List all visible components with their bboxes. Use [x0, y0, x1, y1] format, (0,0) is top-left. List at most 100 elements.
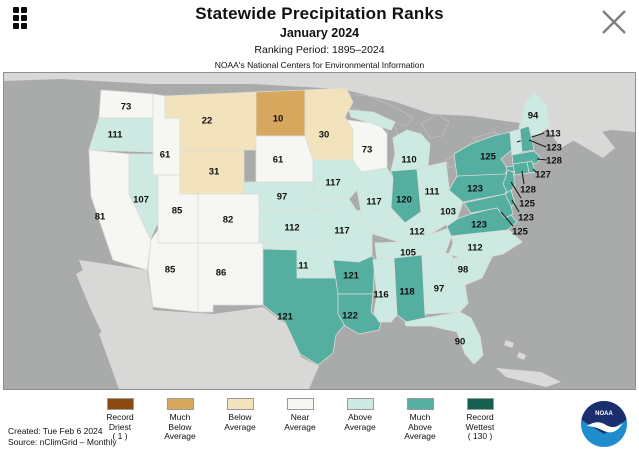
callout-rank-label-MD: 125: [512, 227, 529, 238]
legend-label-record_wettest: Record Wettest ( 130 ): [465, 412, 495, 442]
legend-item-much_below: Much Below Average: [150, 398, 210, 442]
legend-swatch-much_above: [406, 398, 434, 410]
state-MI-part: [348, 109, 396, 131]
legend-item-above: Above Average: [330, 398, 390, 442]
rank-label-MO: 117: [334, 226, 349, 237]
noaa-logo-text: NOAA: [595, 411, 613, 417]
state-KY: [372, 207, 449, 243]
rank-label-CO: 82: [223, 215, 234, 226]
rank-label-AR: 121: [343, 271, 360, 282]
state-CT: [512, 161, 530, 176]
land-backdrop: [4, 73, 635, 148]
rank-label-TX: 121: [277, 312, 294, 323]
rank-label-UT: 85: [172, 206, 183, 217]
land-backdrop: [517, 352, 526, 360]
rank-label-SC: 98: [458, 265, 469, 276]
legend-item-record_wettest: Record Wettest ( 130 ): [450, 398, 510, 442]
rank-label-SD: 61: [273, 155, 284, 166]
close-icon: [602, 10, 626, 34]
land-backdrop: [79, 260, 319, 389]
rank-label-IL: 117: [366, 197, 381, 208]
rank-label-ME: 94: [528, 111, 539, 122]
rank-label-PA: 123: [467, 184, 483, 195]
state-SD: [255, 135, 314, 183]
grid-menu-button[interactable]: [13, 7, 29, 29]
ranking-period: Ranking Period: 1895–2024: [254, 44, 385, 56]
callout-rank-label-NJ: 125: [519, 199, 536, 210]
rank-label-NY: 125: [480, 152, 497, 163]
callout-line-MA: [536, 158, 548, 161]
legend-item-much_above: Much Above Average: [390, 398, 450, 442]
legend-label-much_above: Much Above Average: [404, 412, 436, 442]
callout-line-DE: [511, 199, 520, 213]
callout-rank-label-MA: 128: [546, 156, 562, 167]
legend-item-near: Near Average: [270, 398, 330, 442]
rank-label-LA: 122: [342, 311, 358, 322]
state-MN: [304, 87, 354, 161]
rank-label-WI: 73: [362, 145, 373, 156]
rank-label-AL: 118: [399, 287, 414, 298]
state-MD: [463, 193, 514, 219]
close-button[interactable]: [597, 5, 631, 39]
state-NC: [448, 229, 523, 262]
legend-label-near: Near Average: [284, 412, 316, 432]
callout-line-RI: [532, 168, 537, 173]
precipitation-rank-map: 73 111 81 107 61 22 31 85 82 85 86 10 61 97 112 111 121 3…: [3, 72, 636, 390]
state-FL: [404, 311, 484, 365]
callout-line-CT: [521, 170, 525, 185]
legend-item-below: Below Average: [210, 398, 270, 442]
rank-label-OK: 111: [294, 261, 310, 272]
rank-label-TN: 105: [400, 248, 417, 259]
rank-label-NV: 107: [133, 195, 149, 206]
legend-item-record_driest: Record Driest ( 1 ): [90, 398, 150, 442]
callout-rank-label-NH: 123: [546, 143, 562, 154]
land-backdrop: [549, 114, 615, 158]
legend-label-above: Above Average: [344, 412, 376, 432]
great-lake: [420, 113, 450, 139]
legend-swatch-record_wettest: [466, 398, 494, 410]
rank-label-VA: 123: [471, 220, 487, 231]
rank-label-ID: 61: [160, 150, 171, 161]
map-legend: Record Driest ( 1 ) Much Below Average Bel…: [90, 398, 510, 442]
legend-label-below: Below Average: [224, 412, 256, 432]
rank-label-OR: 111: [108, 130, 124, 141]
rank-label-OH: 111: [425, 187, 441, 198]
rank-label-CA: 81: [95, 212, 106, 223]
rank-label-IN: 120: [396, 195, 412, 206]
state-LA: [337, 293, 382, 335]
state-NH: [519, 125, 535, 153]
land-backdrop: [504, 340, 514, 348]
callout-rank-label-VT: 113: [545, 129, 560, 140]
callout-line-NJ: [510, 181, 522, 199]
legend-swatch-above: [346, 398, 374, 410]
rank-label-MI: 110: [401, 155, 416, 166]
source-line: Source: nClimGrid – Monthly: [8, 437, 117, 448]
rank-label-ND: 10: [273, 114, 284, 125]
rank-label-MS: 116: [373, 290, 388, 301]
callout-rank-label-CT: 128: [520, 185, 536, 196]
rank-label-MN: 30: [319, 130, 330, 141]
rank-label-WY: 31: [209, 167, 220, 178]
rank-label-KY: 112: [409, 227, 424, 238]
land-backdrop: [496, 368, 561, 387]
footer-credits: Created: Tue Feb 6 2024 Source: nClimGri…: [8, 426, 117, 449]
page-title: Statewide Precipitation Ranks: [195, 4, 444, 23]
state-NM: [197, 242, 264, 313]
legend-label-record_driest: Record Driest ( 1 ): [106, 412, 134, 442]
legend-swatch-near: [286, 398, 314, 410]
noaa-logo: NOAA: [581, 401, 627, 447]
rank-label-GA: 97: [434, 284, 445, 295]
organization-line: NOAA's National Centers for Environmenta…: [214, 60, 425, 70]
rank-label-NC: 112: [467, 243, 482, 254]
legend-swatch-record_driest: [106, 398, 134, 410]
grid-menu-icon: [13, 7, 19, 13]
rank-label-KS: 112: [284, 223, 299, 234]
land-backdrop: [76, 268, 119, 352]
legend-swatch-below: [226, 398, 254, 410]
rank-label-IA: 117: [325, 178, 340, 189]
state-MA: [511, 150, 542, 165]
rank-label-NE: 97: [277, 192, 288, 203]
callout-rank-label-RI: 127: [535, 170, 551, 181]
rank-label-WA: 73: [121, 102, 132, 113]
callout-line-MD: [500, 211, 514, 227]
